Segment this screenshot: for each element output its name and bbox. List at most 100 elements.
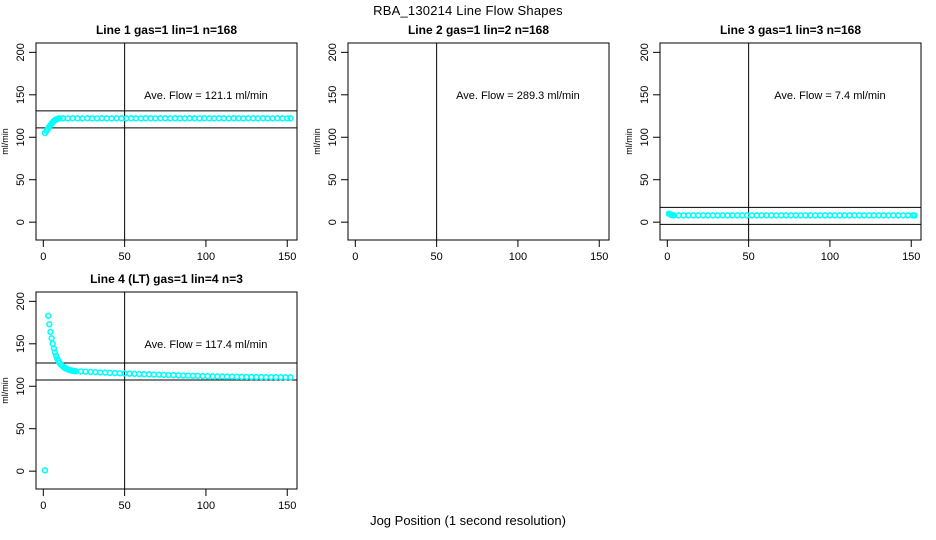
y-tick-label: 50 xyxy=(327,174,339,186)
y-tick-label: 100 xyxy=(15,377,27,395)
data-point xyxy=(101,369,109,376)
data-point xyxy=(254,115,262,122)
data-point xyxy=(287,374,294,381)
x-tick-label: 100 xyxy=(509,251,527,263)
y-tick-label: 0 xyxy=(15,468,27,474)
y-tick-label: 0 xyxy=(639,219,651,225)
x-tick-label: 0 xyxy=(664,251,670,263)
data-point xyxy=(137,115,145,122)
data-point xyxy=(126,370,133,377)
data-point xyxy=(123,115,130,122)
subplot-title: Line 1 gas=1 lin=1 n=168 xyxy=(96,23,237,37)
y-axis-title: ml/min xyxy=(624,128,634,155)
x-tick-label: 100 xyxy=(197,251,215,263)
data-point xyxy=(47,328,54,336)
data-point xyxy=(170,372,177,379)
data-point xyxy=(108,115,115,122)
x-tick-label: 50 xyxy=(431,251,443,263)
data-point xyxy=(155,371,162,378)
plot-box xyxy=(347,42,610,241)
y-tick-label: 50 xyxy=(639,174,651,186)
x-tick-label: 50 xyxy=(119,500,131,512)
x-tick-label: 150 xyxy=(590,251,608,263)
y-tick-label: 150 xyxy=(15,335,27,353)
figure-title: RBA_130214 Line Flow Shapes xyxy=(373,3,563,18)
subplot-title: Line 4 (LT) gas=1 lin=4 n=3 xyxy=(90,272,243,286)
x-tick-label: 0 xyxy=(40,500,46,512)
data-point xyxy=(93,115,101,122)
flow-annotation: Ave. Flow = 117.4 ml/min xyxy=(145,339,268,351)
y-tick-label: 50 xyxy=(15,174,27,186)
y-tick-label: 50 xyxy=(15,423,27,435)
data-point xyxy=(240,115,247,122)
y-axis-title: ml/min xyxy=(0,377,10,404)
data-point xyxy=(145,371,153,378)
x-tick-label: 100 xyxy=(197,500,215,512)
subplot-title: Line 3 gas=1 lin=3 n=168 xyxy=(720,23,861,37)
plot-box xyxy=(35,42,298,241)
x-tick-label: 50 xyxy=(119,251,131,263)
data-point xyxy=(911,212,918,219)
data-point xyxy=(284,115,291,122)
data-point xyxy=(87,368,94,376)
y-tick-label: 200 xyxy=(15,292,27,310)
y-tick-label: 200 xyxy=(327,43,339,61)
data-point xyxy=(175,372,182,379)
subplot-title: Line 2 gas=1 lin=2 n=168 xyxy=(408,23,549,37)
data-point xyxy=(165,371,172,379)
data-point xyxy=(56,115,63,122)
y-tick-label: 100 xyxy=(15,128,27,146)
data-point xyxy=(184,372,192,379)
data-point xyxy=(194,372,202,380)
data-point xyxy=(152,115,159,122)
data-point xyxy=(51,349,59,356)
x-tick-label: 50 xyxy=(743,251,755,263)
data-point xyxy=(209,373,216,380)
y-tick-label: 150 xyxy=(327,86,339,104)
y-tick-label: 0 xyxy=(327,219,339,225)
x-tick-label: 0 xyxy=(40,251,46,263)
data-point xyxy=(150,371,158,378)
x-tick-label: 150 xyxy=(278,500,296,512)
data-point xyxy=(287,115,294,122)
x-axis-label: Jog Position (1 second resolution) xyxy=(370,513,566,528)
y-axis-title: ml/min xyxy=(312,128,322,155)
plot-box xyxy=(35,291,298,490)
data-point xyxy=(166,115,174,122)
data-point xyxy=(140,370,148,378)
data-point xyxy=(225,115,232,122)
data-point xyxy=(82,368,89,375)
flow-annotation: Ave. Flow = 7.4 ml/min xyxy=(774,90,885,102)
data-point xyxy=(269,115,276,122)
data-point xyxy=(111,369,119,377)
data-point xyxy=(48,335,55,342)
plot-box xyxy=(659,42,922,241)
x-tick-label: 150 xyxy=(278,251,296,263)
data-point xyxy=(136,370,143,378)
flow-annotation: Ave. Flow = 289.3 ml/min xyxy=(456,90,580,102)
data-point xyxy=(77,368,84,375)
y-axis-title: ml/min xyxy=(0,128,10,155)
y-tick-label: 200 xyxy=(639,43,651,61)
data-point xyxy=(44,312,52,319)
data-point xyxy=(106,369,114,377)
y-tick-label: 100 xyxy=(327,128,339,146)
x-tick-label: 150 xyxy=(902,251,920,263)
data-point xyxy=(196,115,203,122)
data-point xyxy=(64,115,71,122)
flow-annotation: Ave. Flow = 121.1 ml/min xyxy=(144,90,268,102)
data-point xyxy=(131,370,138,378)
data-point xyxy=(116,370,123,377)
y-tick-label: 200 xyxy=(15,43,27,61)
data-point xyxy=(41,467,49,474)
data-point xyxy=(160,371,167,379)
data-point xyxy=(79,115,86,122)
data-point xyxy=(210,115,218,122)
x-tick-label: 100 xyxy=(821,251,839,263)
data-point xyxy=(97,369,104,376)
y-tick-label: 150 xyxy=(639,86,651,104)
data-point xyxy=(181,115,188,122)
y-tick-label: 0 xyxy=(15,219,27,225)
